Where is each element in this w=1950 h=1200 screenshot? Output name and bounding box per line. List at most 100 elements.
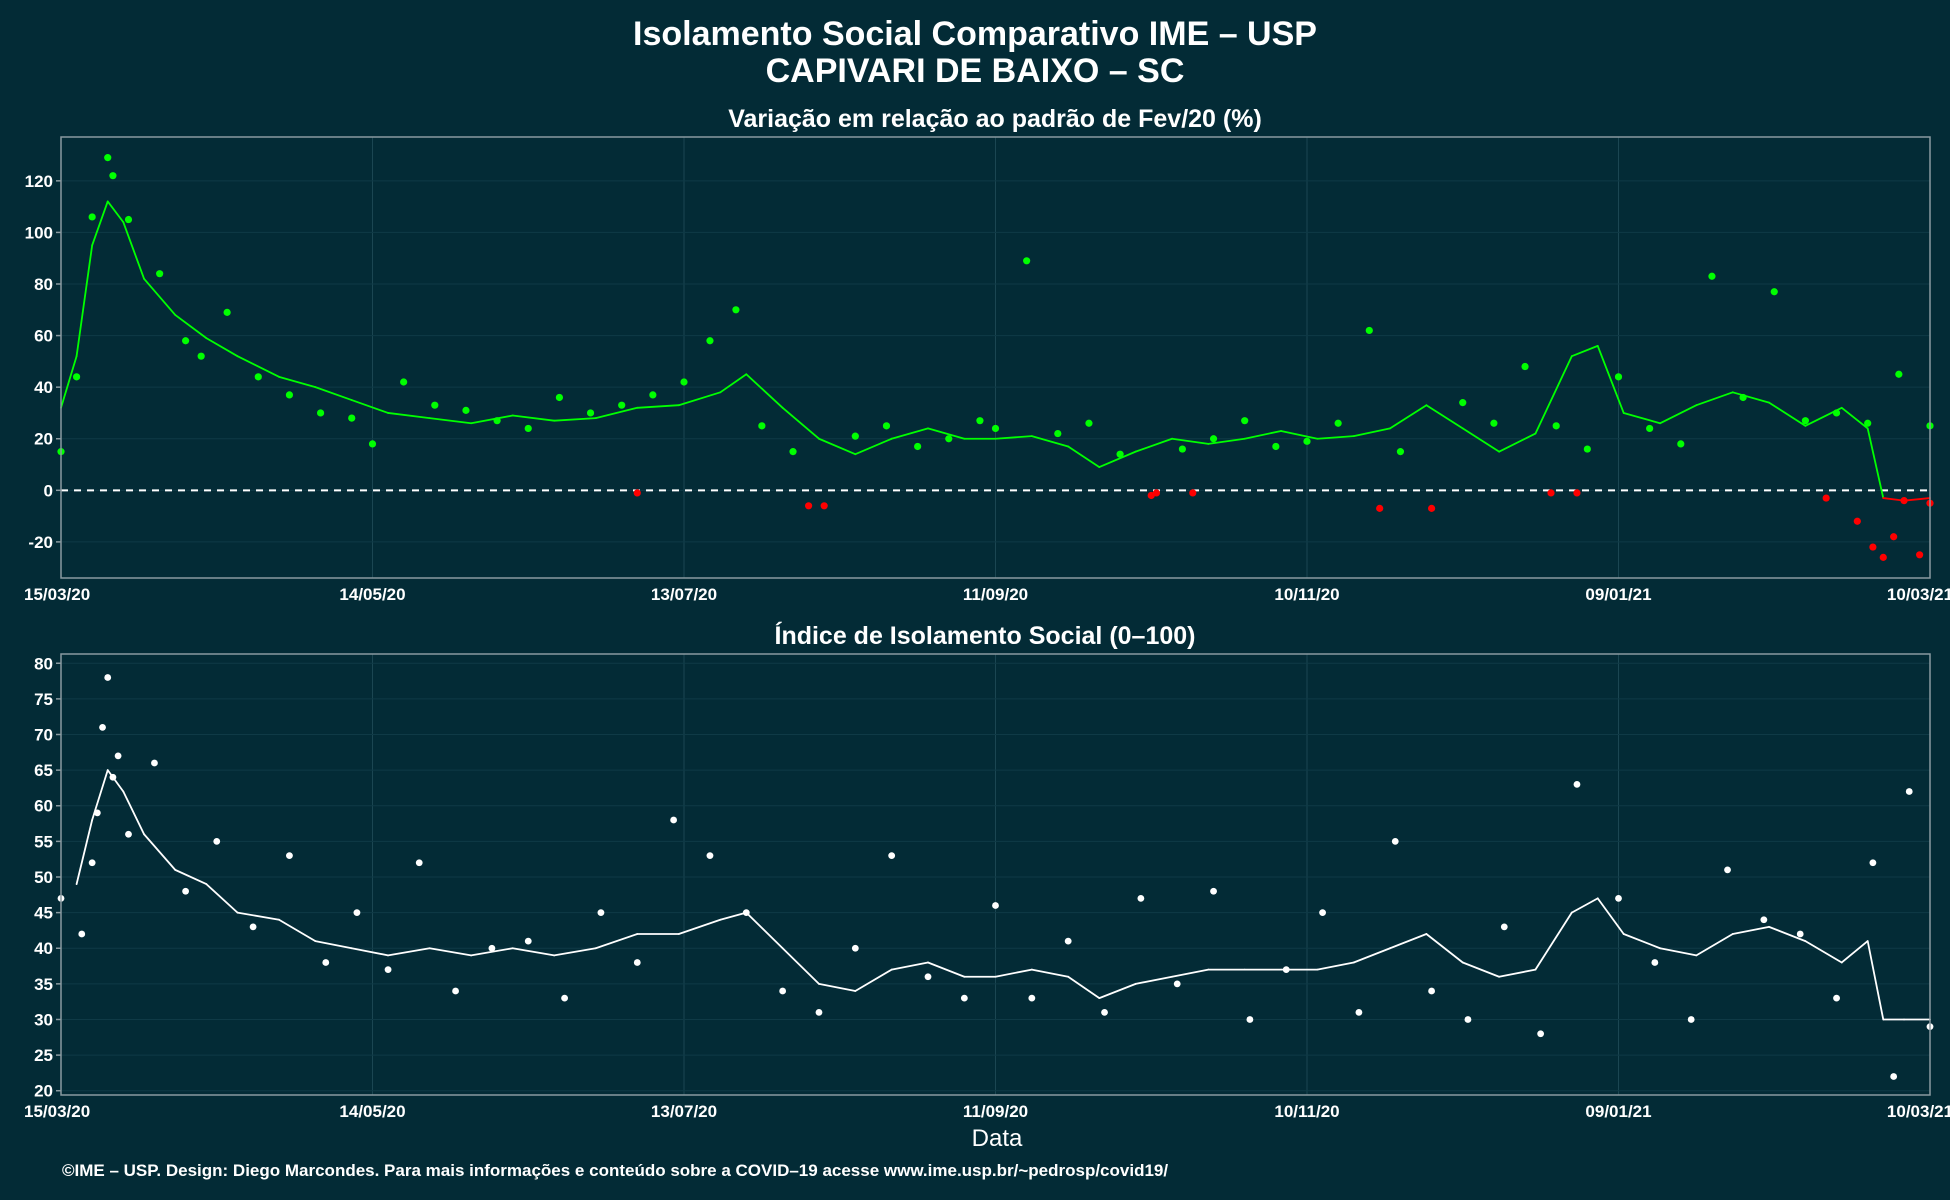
panel2-trend-segment <box>350 947 389 957</box>
panel2-trend-segment <box>1352 947 1391 964</box>
panel2-trend-segment <box>1731 925 1770 935</box>
panel2-data-point <box>109 773 117 781</box>
panel2-data-point <box>249 923 257 931</box>
panel2-trend-segment <box>1695 933 1734 957</box>
panel1-data-point <box>182 337 190 345</box>
panel2-yticks: 80 75 70 65 60 55 50 45 40 35 30 25 20 <box>34 654 61 1101</box>
panel2-data-point <box>1246 1016 1254 1023</box>
panel2-xticks: 15/03/20 14/05/20 13/07/20 11/09/20 10/11/20… <box>24 1102 1950 1121</box>
panel1-data-point <box>1365 326 1373 335</box>
panel2-trend-segment <box>890 961 929 971</box>
panel2-data-point <box>213 837 221 845</box>
panel1-data-point <box>1879 553 1887 561</box>
panel1-ytick-label: 0 <box>44 481 53 500</box>
panel1-data-point <box>991 424 1000 433</box>
panel2-data-point <box>1028 994 1036 1002</box>
panel2-trend-segment <box>1804 940 1843 964</box>
panel1-data-point <box>1241 417 1249 425</box>
panel1-data-point <box>1822 494 1830 502</box>
panel2-trend-segment <box>781 947 820 985</box>
panel2-data-point <box>706 852 714 860</box>
panel2-data-point <box>670 816 678 824</box>
panel1-points <box>57 154 1934 561</box>
panel1-trend-segment <box>387 412 431 420</box>
panel1-data-point <box>104 154 112 162</box>
panel2-data-point <box>93 809 101 817</box>
panel1-xticks: 15/03/20 14/05/20 13/07/20 11/09/20 10/11/20… <box>24 585 1950 604</box>
panel2-data-point <box>1282 966 1290 974</box>
panel1-trend-segment <box>174 314 208 340</box>
panel1-xtick-label: 10/11/20 <box>1274 585 1339 604</box>
panel2-trend-segment <box>1622 933 1661 950</box>
panel1-xtick-label: 09/01/21 <box>1585 585 1651 604</box>
panel2-trend-segment <box>1461 961 1500 978</box>
panel1-data-point <box>348 414 356 422</box>
panel2-trend-segment <box>1030 968 1070 978</box>
panel1-data-point <box>109 172 117 180</box>
panel2-trend-segment <box>1498 968 1537 978</box>
panel2-trend-segment <box>1534 911 1573 971</box>
panel1-data-point <box>1116 450 1124 458</box>
panel1-data-point <box>1853 517 1861 525</box>
panel2-xtick-label: 11/09/20 <box>963 1102 1028 1121</box>
panel2-data-point <box>353 909 361 917</box>
panel1-data-point <box>1376 504 1384 512</box>
panel1-data-point <box>400 378 408 386</box>
panel2-data-point <box>415 859 423 867</box>
panel2-trend-segment <box>1098 982 1137 1000</box>
panel2-data-point <box>1210 887 1217 895</box>
panel2-data-point <box>742 909 750 917</box>
panel1-trend-segment <box>205 337 239 358</box>
panel2-ytick-label: 55 <box>34 832 53 851</box>
panel1-ytick-label: -20 <box>28 533 53 552</box>
panel2-trend-segment <box>1596 897 1625 935</box>
panel2-xtick-label: 14/05/20 <box>339 1102 405 1121</box>
panel2-data-point <box>488 944 496 952</box>
panel2-data-point <box>1137 894 1145 902</box>
panel1-data-point <box>976 417 984 425</box>
panel1-data-point <box>285 391 294 399</box>
panel2-grid <box>60 654 1931 1095</box>
main-title-line1: Isolamento Social Comparativo IME – USP <box>633 15 1317 53</box>
panel2-trend-segment <box>470 947 514 957</box>
panel1-data-point <box>197 352 205 360</box>
panel1-data-point <box>88 213 96 221</box>
panel2-trend-segment <box>314 940 353 950</box>
panel1-data-point <box>1085 419 1093 427</box>
panel1-trend-segment <box>1903 497 1931 502</box>
x-axis-label: Data <box>972 1125 1023 1152</box>
panel1-data-point <box>1521 362 1529 371</box>
panel1-trend-segment <box>1768 401 1807 427</box>
panel1-data-point <box>462 406 470 414</box>
panel1-xtick-label: 10/03/21 <box>1887 585 1950 604</box>
panel1-data-point <box>368 440 377 448</box>
panel1-data-point <box>820 502 828 510</box>
panel1-trend-segment <box>511 414 556 422</box>
panel1-trend-segment <box>278 375 317 389</box>
panel1-data-point <box>1152 489 1161 497</box>
panel1-data-point <box>633 489 641 497</box>
panel2-data-point <box>1833 994 1840 1002</box>
panel1-trend-segment <box>350 399 389 414</box>
panel1-data-point <box>1614 373 1623 381</box>
panel2-data-point <box>1573 780 1581 788</box>
panel1-grid <box>60 137 1931 578</box>
panel1-trend-segment <box>927 427 966 440</box>
panel1-yticks: 120 100 80 60 40 20 0 -20 <box>25 172 61 552</box>
panel2-data-point <box>1355 1008 1363 1016</box>
panel1-ytick-label: 40 <box>34 378 53 397</box>
panel1-data-point <box>1552 422 1560 430</box>
panel2-trend-segment <box>205 883 239 914</box>
panel2-data-point <box>1319 909 1326 917</box>
panel1-data-point <box>1054 429 1062 438</box>
panel1-trend-segment <box>1659 404 1698 425</box>
panel1-data-point <box>1334 419 1342 427</box>
panel2-ytick-label: 45 <box>34 904 53 923</box>
panel1-data-point <box>72 373 81 381</box>
panel2-data-point <box>384 966 392 974</box>
panel1-data-point <box>1677 440 1685 448</box>
panel1-data-point <box>1490 419 1498 427</box>
panel1-trend-segment <box>1425 404 1464 430</box>
panel2-data-point <box>924 973 932 981</box>
panel1-data-point <box>945 435 953 443</box>
